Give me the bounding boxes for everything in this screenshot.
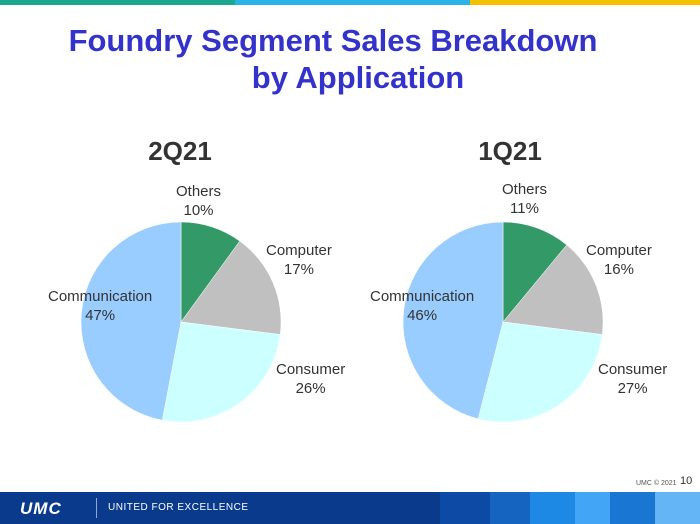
- footer-tile: [490, 492, 530, 524]
- pie-slice-consumer-2q21: [161, 321, 281, 423]
- slice-name: Communication: [370, 288, 475, 305]
- footer-bar: UMC UNITED FOR EXCELLENCE: [0, 492, 700, 524]
- pie-slice-communication-2q21: [80, 221, 182, 421]
- slice-name: Computer: [266, 242, 332, 259]
- footer-divider: [96, 498, 97, 518]
- slice-label-computer-2q21: Computer 17%: [266, 241, 332, 279]
- slice-value: 16%: [603, 261, 634, 278]
- slice-label-consumer-1q21: Consumer 27%: [598, 360, 667, 398]
- umc-logo: UMC: [20, 499, 62, 518]
- chart-title-1q21: 1Q21: [478, 136, 542, 166]
- page-number: 10: [680, 475, 693, 487]
- slice-value: 27%: [617, 380, 648, 397]
- slice-value: 17%: [283, 261, 314, 278]
- chart-title-2q21: 2Q21: [148, 136, 212, 166]
- pie-slice-computer-1q21: [502, 244, 604, 335]
- slice-name: Computer: [586, 242, 652, 259]
- top-bar-segment-blue: [235, 0, 470, 5]
- slice-value: 47%: [85, 307, 116, 324]
- slice-name: Others: [176, 183, 222, 200]
- footer-tile: [610, 492, 655, 524]
- footer-tagline: UNITED FOR EXCELLENCE: [108, 502, 249, 513]
- slice-name: Communication: [48, 288, 153, 305]
- slice-value: 11%: [510, 200, 539, 217]
- footer-tile: [440, 492, 490, 524]
- copyright-text: UMC © 2021: [636, 480, 677, 487]
- footer-tile: [655, 492, 700, 524]
- slice-value: 46%: [407, 307, 438, 324]
- slice-name: Consumer: [598, 361, 668, 378]
- slice-label-consumer-2q21: Consumer 26%: [276, 360, 345, 398]
- slice-label-communication-2q21: Communication 47%: [48, 287, 152, 325]
- slice-label-computer-1q21: Computer 16%: [586, 241, 652, 279]
- slice-label-others-1q21: Others 11%: [502, 180, 547, 218]
- slide-title-line1: Foundry Segment Sales Breakdown: [68, 23, 598, 58]
- slice-name: Consumer: [276, 361, 346, 378]
- slice-value: 26%: [295, 380, 326, 397]
- top-color-bar: [0, 0, 700, 5]
- top-bar-segment-yellow: [470, 0, 700, 5]
- top-bar-segment-green: [0, 0, 235, 5]
- slide-title-line2: by Application: [251, 60, 465, 95]
- slice-name: Others: [502, 181, 548, 198]
- pie-slice-communication-1q21: [402, 221, 504, 420]
- slice-label-others-2q21: Others 10%: [176, 182, 221, 220]
- pie-slice-others-1q21: [502, 221, 568, 323]
- pie-slice-computer-2q21: [180, 240, 282, 335]
- pie-slice-consumer-1q21: [477, 321, 603, 423]
- footer-tile: [575, 492, 610, 524]
- slice-label-communication-1q21: Communication 46%: [370, 287, 474, 325]
- slice-value: 10%: [183, 202, 214, 219]
- footer-tile: [530, 492, 575, 524]
